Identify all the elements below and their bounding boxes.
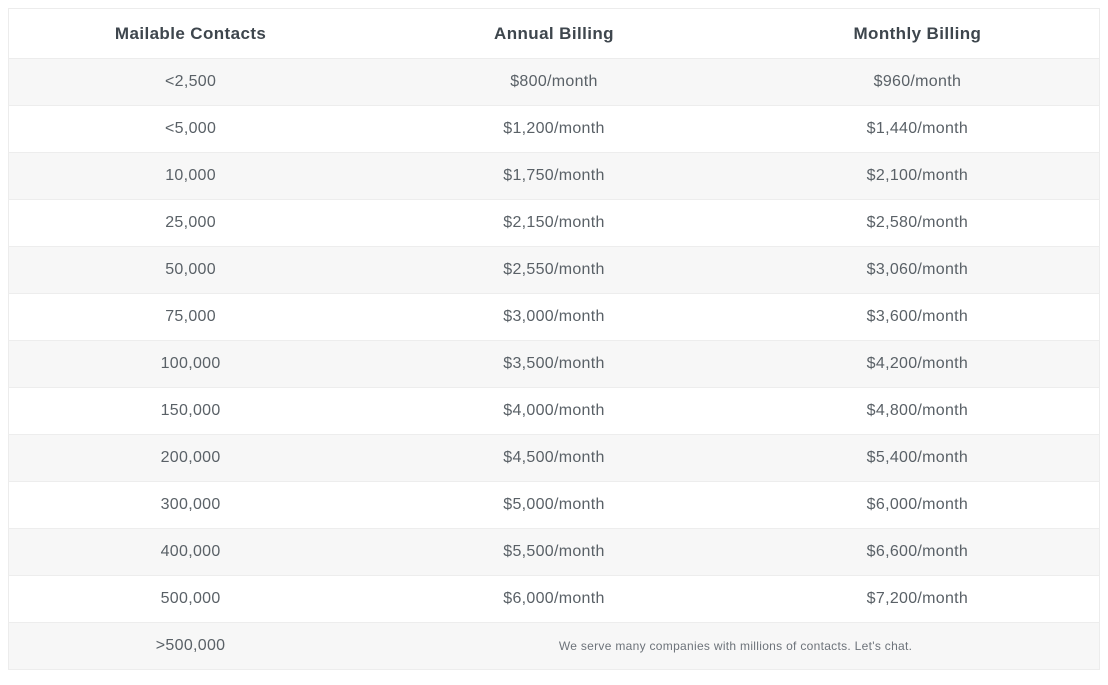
annual-billing-cell: $6,000/month bbox=[372, 575, 736, 623]
annual-billing-cell: $3,000/month bbox=[372, 293, 736, 341]
contacts-cell: <2,500 bbox=[8, 58, 373, 106]
header-annual-billing: Annual Billing bbox=[372, 8, 736, 59]
table-row: 150,000 $4,000/month $4,800/month bbox=[8, 387, 1100, 435]
annual-billing-cell: $3,500/month bbox=[372, 340, 736, 388]
contacts-cell: 25,000 bbox=[8, 199, 373, 247]
contacts-cell: 150,000 bbox=[8, 387, 373, 435]
annual-billing-cell: $4,500/month bbox=[372, 434, 736, 482]
monthly-billing-cell: $3,600/month bbox=[735, 293, 1100, 341]
monthly-billing-cell: $2,580/month bbox=[735, 199, 1100, 247]
contacts-cell: 500,000 bbox=[8, 575, 373, 623]
table-footer: >500,000 We serve many companies with mi… bbox=[8, 622, 1100, 670]
annual-billing-cell: $800/month bbox=[372, 58, 736, 106]
monthly-billing-cell: $1,440/month bbox=[735, 105, 1100, 153]
contacts-cell: 100,000 bbox=[8, 340, 373, 388]
pricing-rows: <2,500 $800/month $960/month <5,000 $1,200/m… bbox=[8, 58, 1100, 623]
contacts-cell: 200,000 bbox=[8, 434, 373, 482]
contacts-cell: 75,000 bbox=[8, 293, 373, 341]
monthly-billing-cell: $4,800/month bbox=[735, 387, 1100, 435]
annual-billing-cell: $1,750/month bbox=[372, 152, 736, 200]
monthly-billing-cell: $3,060/month bbox=[735, 246, 1100, 294]
monthly-billing-cell: $4,200/month bbox=[735, 340, 1100, 388]
monthly-billing-cell: $6,600/month bbox=[735, 528, 1100, 576]
annual-billing-cell: $2,550/month bbox=[372, 246, 736, 294]
table-row: 300,000 $5,000/month $6,000/month bbox=[8, 481, 1100, 529]
table-row: 500,000 $6,000/month $7,200/month bbox=[8, 575, 1100, 623]
enterprise-row: >500,000 We serve many companies with mi… bbox=[8, 622, 1100, 670]
contacts-cell: 10,000 bbox=[8, 152, 373, 200]
monthly-billing-cell: $5,400/month bbox=[735, 434, 1100, 482]
contacts-cell: 300,000 bbox=[8, 481, 373, 529]
table-row: <2,500 $800/month $960/month bbox=[8, 58, 1100, 106]
header-mailable-contacts: Mailable Contacts bbox=[8, 8, 373, 59]
header-row: Mailable Contacts Annual Billing Monthly… bbox=[8, 8, 1100, 59]
monthly-billing-cell: $2,100/month bbox=[735, 152, 1100, 200]
table-row: 10,000 $1,750/month $2,100/month bbox=[8, 152, 1100, 200]
annual-billing-cell: $5,500/month bbox=[372, 528, 736, 576]
enterprise-note: We serve many companies with millions of… bbox=[372, 622, 1100, 670]
table-header: Mailable Contacts Annual Billing Monthly… bbox=[8, 8, 1100, 59]
table-row: 400,000 $5,500/month $6,600/month bbox=[8, 528, 1100, 576]
table-row: 100,000 $3,500/month $4,200/month bbox=[8, 340, 1100, 388]
monthly-billing-cell: $6,000/month bbox=[735, 481, 1100, 529]
table-row: 50,000 $2,550/month $3,060/month bbox=[8, 246, 1100, 294]
pricing-table: Mailable Contacts Annual Billing Monthly… bbox=[8, 8, 1100, 670]
contacts-cell: 50,000 bbox=[8, 246, 373, 294]
header-monthly-billing: Monthly Billing bbox=[735, 8, 1100, 59]
monthly-billing-cell: $960/month bbox=[735, 58, 1100, 106]
annual-billing-cell: $2,150/month bbox=[372, 199, 736, 247]
annual-billing-cell: $4,000/month bbox=[372, 387, 736, 435]
annual-billing-cell: $1,200/month bbox=[372, 105, 736, 153]
table-row: 75,000 $3,000/month $3,600/month bbox=[8, 293, 1100, 341]
contacts-cell: <5,000 bbox=[8, 105, 373, 153]
annual-billing-cell: $5,000/month bbox=[372, 481, 736, 529]
monthly-billing-cell: $7,200/month bbox=[735, 575, 1100, 623]
contacts-cell: >500,000 bbox=[8, 622, 373, 670]
table-row: 25,000 $2,150/month $2,580/month bbox=[8, 199, 1100, 247]
table-row: <5,000 $1,200/month $1,440/month bbox=[8, 105, 1100, 153]
contacts-cell: 400,000 bbox=[8, 528, 373, 576]
table-row: 200,000 $4,500/month $5,400/month bbox=[8, 434, 1100, 482]
